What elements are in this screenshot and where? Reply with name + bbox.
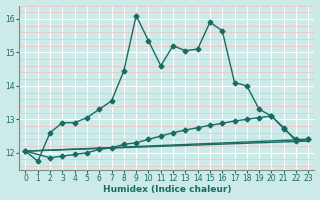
X-axis label: Humidex (Indice chaleur): Humidex (Indice chaleur) [103,185,231,194]
